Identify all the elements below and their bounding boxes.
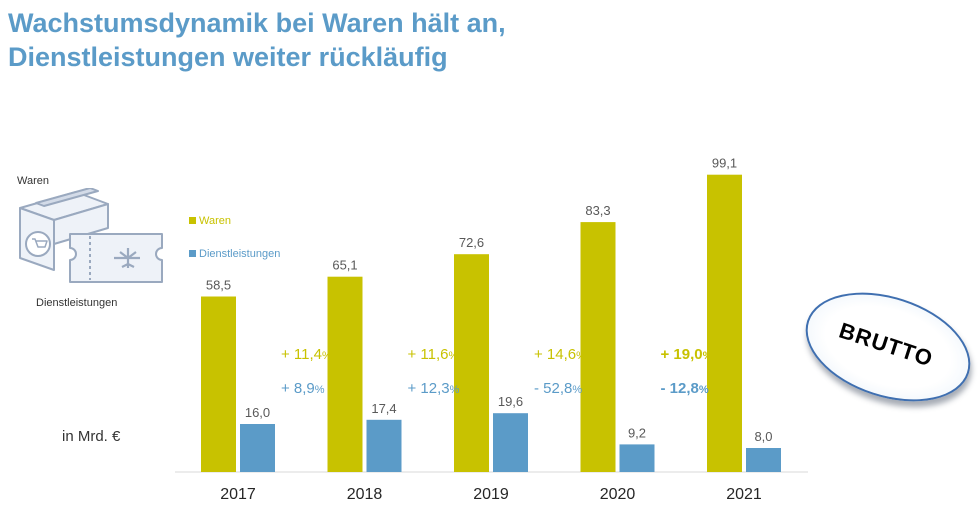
bar-waren-2019: [454, 254, 489, 472]
x-tick-label-2020: 2020: [600, 486, 636, 503]
value-label-dienstleistungen-2019: 19,6: [498, 394, 523, 409]
growth-label-dienstleistungen-4: - 12,8%: [661, 380, 709, 397]
x-tick-label-2018: 2018: [347, 486, 383, 503]
title-line-1: Wachstumsdynamik bei Waren hält an,: [8, 8, 506, 38]
shopping-cart-icon: [25, 231, 51, 257]
unit-label: in Mrd. €: [62, 428, 121, 445]
growth-label-waren-4: + 19,0%: [661, 346, 713, 363]
page-title: Wachstumsdynamik bei Waren hält an, Dien…: [8, 6, 506, 74]
value-label-waren-2020: 83,3: [585, 203, 610, 218]
growth-label-dienstleistungen-3: - 52,8%: [534, 380, 582, 397]
bar-waren-2018: [327, 276, 363, 472]
icon-label-dienstleistungen: Dienstleistungen: [36, 297, 118, 309]
legend-swatch-dienstleistungen: [189, 250, 196, 257]
bar-dienstleistungen-2017: [240, 424, 275, 472]
x-tick-label-2017: 2017: [220, 486, 256, 503]
x-tick-label-2021: 2021: [726, 486, 762, 503]
growth-label-waren-2: + 11,6%: [408, 346, 459, 363]
legend-label-dienstleistungen: Dienstleistungen: [199, 248, 280, 260]
legend-label-waren: Waren: [199, 215, 231, 227]
legend-swatch-waren: [189, 217, 196, 224]
growth-label-dienstleistungen-1: + 8,9%: [281, 380, 325, 397]
bar-waren-2017: [201, 296, 236, 472]
growth-label-dienstleistungen-2: + 12,3%: [408, 380, 460, 397]
bar-waren-2021: [707, 174, 742, 472]
x-tick-label-2019: 2019: [473, 486, 509, 503]
airplane-icon: [114, 248, 140, 268]
bar-dienstleistungen-2020: [619, 444, 655, 472]
value-label-waren-2018: 65,1: [332, 258, 357, 273]
brutto-stamp: BRUTTO: [791, 273, 980, 421]
growth-label-waren-3: + 14,6%: [534, 346, 586, 363]
value-label-dienstleistungen-2021: 8,0: [754, 429, 772, 444]
value-label-waren-2019: 72,6: [459, 235, 484, 250]
bar-dienstleistungen-2019: [493, 413, 528, 472]
bar-dienstleistungen-2018: [366, 419, 402, 472]
growth-label-waren-1: + 11,4%: [281, 346, 332, 363]
value-label-dienstleistungen-2018: 17,4: [371, 401, 396, 416]
bar-waren-2020: [580, 222, 616, 472]
icon-label-waren: Waren: [17, 175, 49, 187]
title-line-2: Dienstleistungen weiter rückläufig: [8, 42, 448, 72]
goods-services-icon: [19, 188, 163, 283]
value-label-waren-2021: 99,1: [712, 156, 737, 171]
bar-dienstleistungen-2021: [746, 448, 781, 472]
value-label-dienstleistungen-2017: 16,0: [245, 405, 270, 420]
value-label-dienstleistungen-2020: 9,2: [628, 425, 646, 440]
value-label-waren-2017: 58,5: [206, 278, 231, 293]
